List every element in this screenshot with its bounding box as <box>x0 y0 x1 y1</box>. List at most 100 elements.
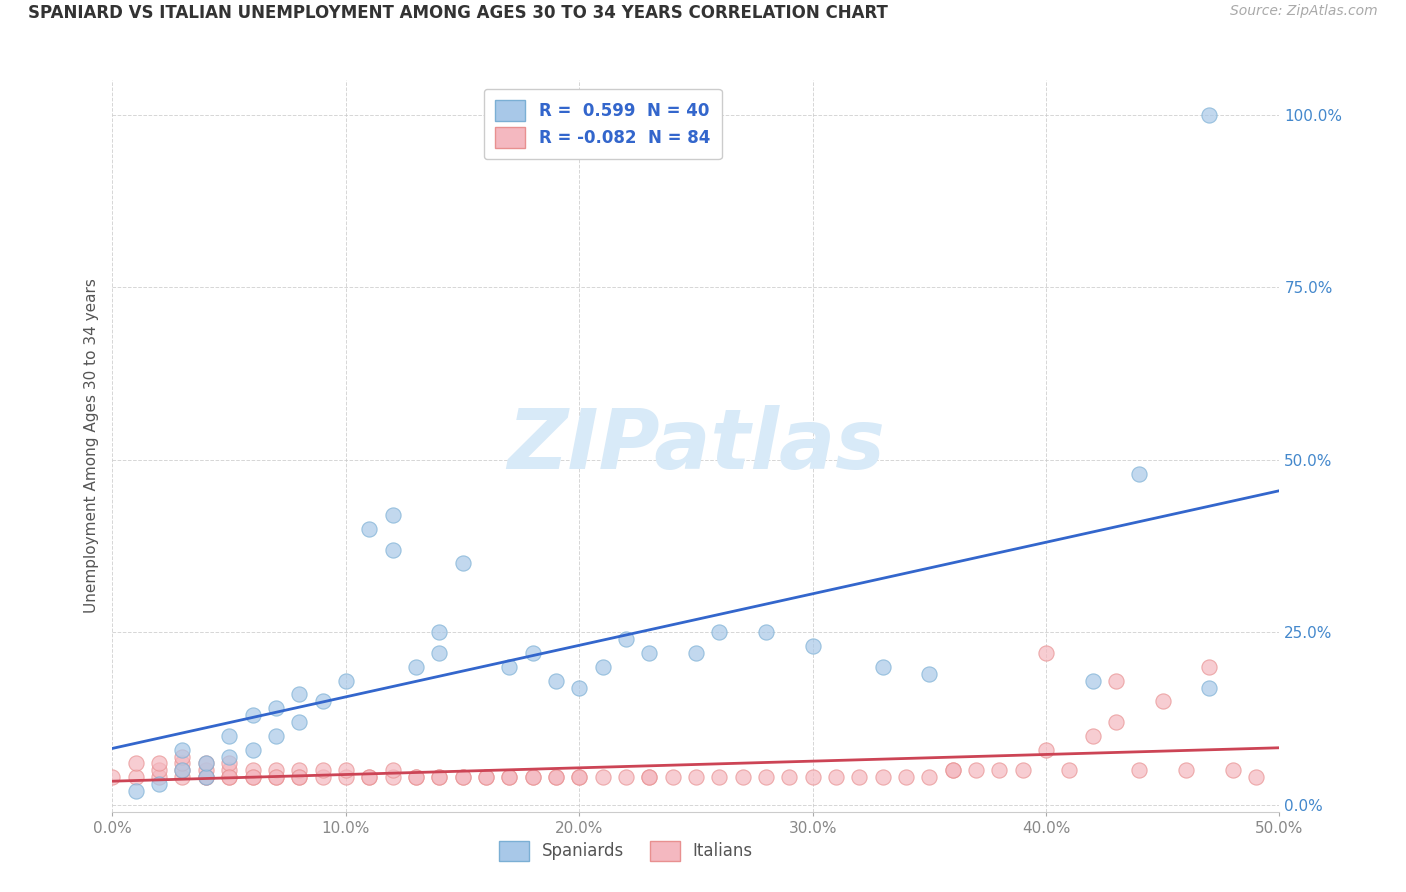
Point <box>194 756 217 771</box>
Point <box>311 770 333 784</box>
Point <box>288 687 311 701</box>
Point <box>218 764 240 778</box>
Point <box>638 770 661 784</box>
Point <box>194 764 217 778</box>
Point <box>1081 729 1104 743</box>
Point <box>218 770 240 784</box>
Point <box>218 756 240 771</box>
Point <box>568 681 591 695</box>
Point <box>544 673 567 688</box>
Point <box>872 660 894 674</box>
Point <box>381 764 404 778</box>
Point <box>614 770 637 784</box>
Point <box>918 770 941 784</box>
Point <box>194 756 217 771</box>
Point <box>825 770 848 784</box>
Point <box>568 770 591 784</box>
Point <box>172 770 194 784</box>
Point <box>685 646 707 660</box>
Point <box>335 673 357 688</box>
Point <box>522 646 544 660</box>
Point <box>848 770 870 784</box>
Point <box>592 770 614 784</box>
Point <box>614 632 637 647</box>
Point <box>264 764 287 778</box>
Point <box>498 770 520 784</box>
Legend: Spaniards, Italians: Spaniards, Italians <box>491 832 761 869</box>
Text: SPANIARD VS ITALIAN UNEMPLOYMENT AMONG AGES 30 TO 34 YEARS CORRELATION CHART: SPANIARD VS ITALIAN UNEMPLOYMENT AMONG A… <box>28 4 889 22</box>
Point <box>638 770 661 784</box>
Point <box>1105 714 1128 729</box>
Point <box>522 770 544 784</box>
Point <box>427 770 450 784</box>
Point <box>872 770 894 784</box>
Point <box>242 764 264 778</box>
Point <box>778 770 800 784</box>
Point <box>1128 467 1150 481</box>
Point <box>709 625 731 640</box>
Point <box>335 770 357 784</box>
Y-axis label: Unemployment Among Ages 30 to 34 years: Unemployment Among Ages 30 to 34 years <box>83 278 98 614</box>
Point <box>988 764 1011 778</box>
Point <box>1081 673 1104 688</box>
Point <box>451 770 474 784</box>
Point <box>1198 108 1220 122</box>
Point <box>1152 694 1174 708</box>
Point <box>194 770 217 784</box>
Point <box>242 770 264 784</box>
Point <box>242 708 264 723</box>
Point <box>381 508 404 522</box>
Point <box>125 770 148 784</box>
Point <box>1222 764 1244 778</box>
Point <box>427 770 450 784</box>
Point <box>194 770 217 784</box>
Point <box>1035 646 1057 660</box>
Point <box>731 770 754 784</box>
Point <box>218 729 240 743</box>
Point <box>1035 742 1057 756</box>
Point <box>475 770 498 784</box>
Point <box>101 770 124 784</box>
Point <box>498 660 520 674</box>
Point <box>359 522 381 536</box>
Point <box>264 770 287 784</box>
Point <box>125 756 148 771</box>
Point <box>451 557 474 571</box>
Point <box>264 701 287 715</box>
Point <box>125 784 148 798</box>
Point <box>801 639 824 653</box>
Point <box>1059 764 1081 778</box>
Point <box>172 742 194 756</box>
Point <box>755 770 778 784</box>
Point <box>405 770 427 784</box>
Point <box>264 729 287 743</box>
Point <box>172 756 194 771</box>
Point <box>592 660 614 674</box>
Point <box>1011 764 1033 778</box>
Point <box>544 770 567 784</box>
Point <box>755 625 778 640</box>
Point <box>288 764 311 778</box>
Point <box>194 770 217 784</box>
Point <box>1198 660 1220 674</box>
Point <box>335 764 357 778</box>
Point <box>942 764 965 778</box>
Point <box>1175 764 1198 778</box>
Point <box>172 764 194 778</box>
Point <box>918 666 941 681</box>
Point <box>288 770 311 784</box>
Point <box>544 770 567 784</box>
Point <box>405 770 427 784</box>
Point <box>311 694 333 708</box>
Point <box>311 764 333 778</box>
Text: ZIPatlas: ZIPatlas <box>508 406 884 486</box>
Point <box>427 646 450 660</box>
Point <box>451 770 474 784</box>
Point <box>709 770 731 784</box>
Point <box>498 770 520 784</box>
Point <box>568 770 591 784</box>
Point <box>1244 770 1267 784</box>
Point <box>801 770 824 784</box>
Point <box>288 770 311 784</box>
Point <box>242 770 264 784</box>
